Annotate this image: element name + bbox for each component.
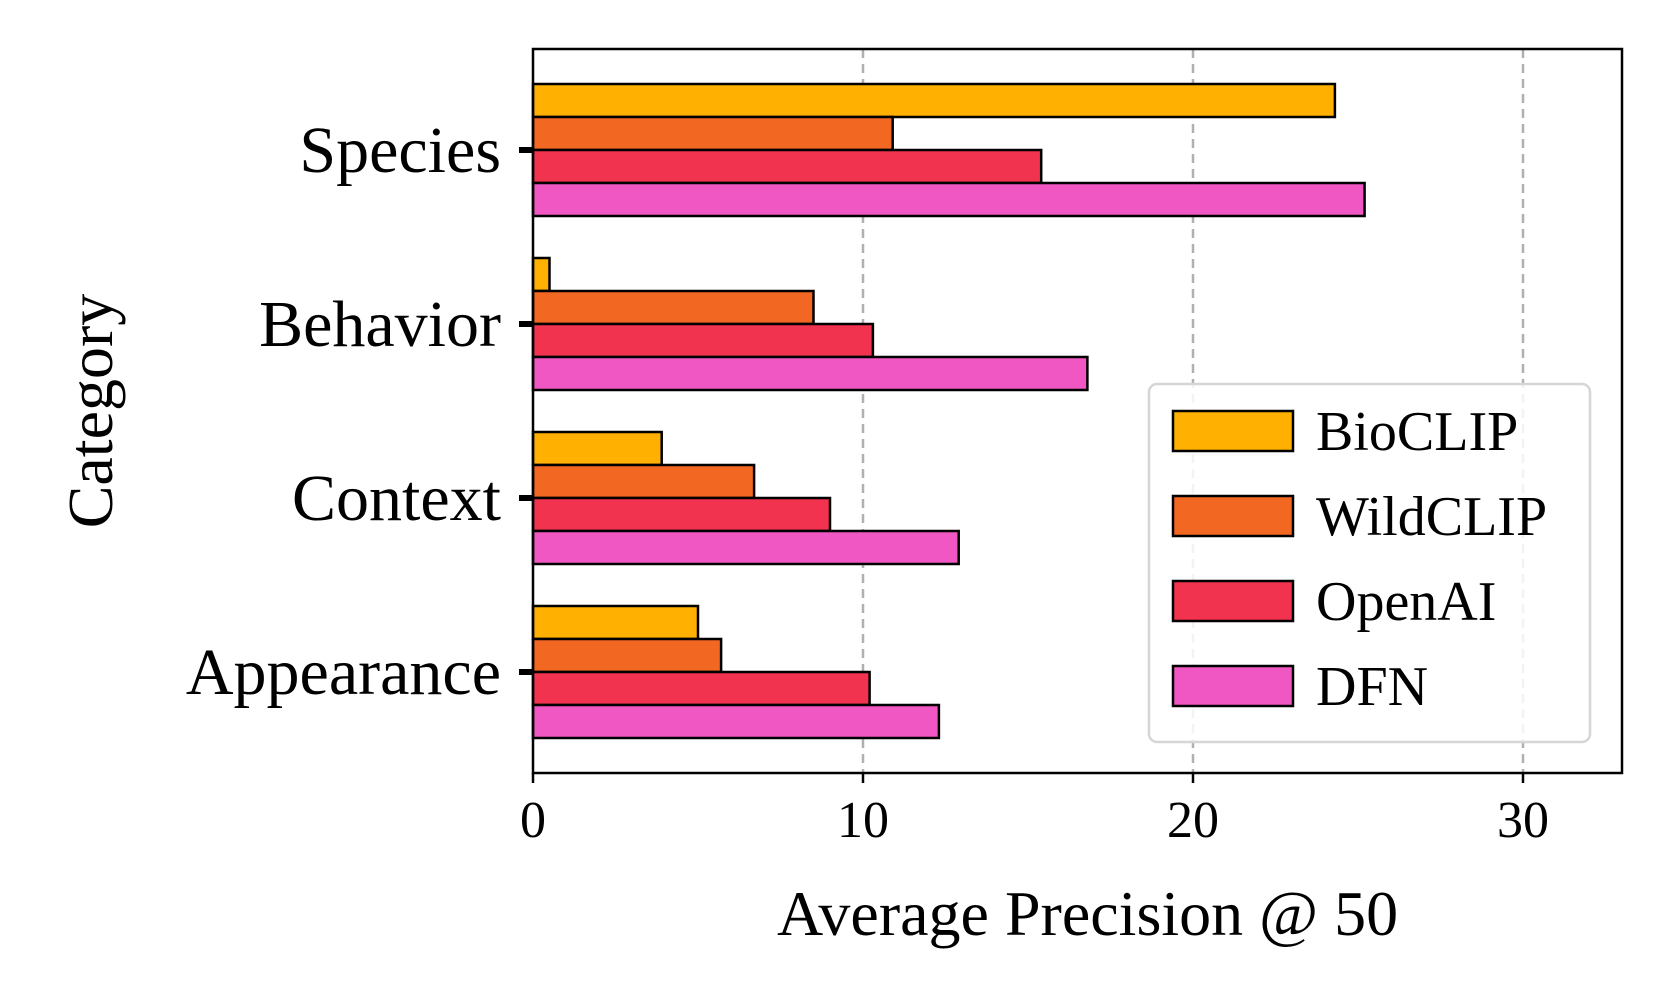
legend-label-bioclip: BioCLIP	[1316, 401, 1518, 463]
y-axis: Appearance Context Behavior Species	[186, 114, 533, 709]
legend-label-dfn: DFN	[1316, 656, 1428, 718]
bar-dfn-context	[531, 529, 960, 566]
x-tick-label: 10	[837, 792, 889, 849]
legend-swatch-bioclip	[1171, 409, 1295, 453]
bar-wildclip-behavior	[531, 289, 815, 326]
bar-bioclip-appearance	[531, 604, 700, 641]
x-axis: 0 10 20 30	[520, 773, 1549, 849]
legend-swatch-openai	[1171, 579, 1295, 623]
bar-openai-species	[531, 148, 1043, 185]
x-axis-label: Average Precision @ 50	[777, 878, 1398, 949]
bar-bioclip-context	[531, 430, 663, 467]
y-tick-label-species: Species	[299, 114, 501, 187]
y-axis-label: Category	[55, 294, 126, 529]
plot-frame	[531, 47, 1624, 775]
legend-box	[1147, 382, 1592, 744]
legend: BioCLIP WildCLIP OpenAI DFN	[1147, 382, 1592, 744]
x-tick-label: 20	[1167, 792, 1219, 849]
bar-openai-appearance	[531, 670, 871, 707]
bar-dfn-behavior	[531, 355, 1089, 392]
bar-wildclip-context	[531, 463, 756, 500]
bar-openai-behavior	[531, 322, 875, 359]
y-tick-label-behavior: Behavior	[259, 288, 501, 361]
bar-wildclip-species	[531, 115, 894, 152]
legend-label-wildclip: WildCLIP	[1316, 486, 1547, 548]
bar-wildclip-appearance	[531, 637, 723, 674]
bar-openai-context	[531, 496, 832, 533]
y-tick-label-appearance: Appearance	[186, 636, 501, 709]
y-tick-label-context: Context	[292, 462, 501, 535]
legend-swatch-dfn	[1171, 664, 1295, 708]
bars	[531, 82, 1366, 740]
x-tick-label: 30	[1497, 792, 1549, 849]
bar-dfn-appearance	[531, 703, 941, 740]
bar-bioclip-species	[531, 82, 1337, 119]
x-tick-label: 0	[520, 792, 546, 849]
bar-bioclip-behavior	[531, 256, 551, 293]
bar-dfn-species	[531, 181, 1366, 218]
legend-swatch-wildclip	[1171, 494, 1295, 538]
legend-label-openai: OpenAI	[1316, 571, 1496, 633]
